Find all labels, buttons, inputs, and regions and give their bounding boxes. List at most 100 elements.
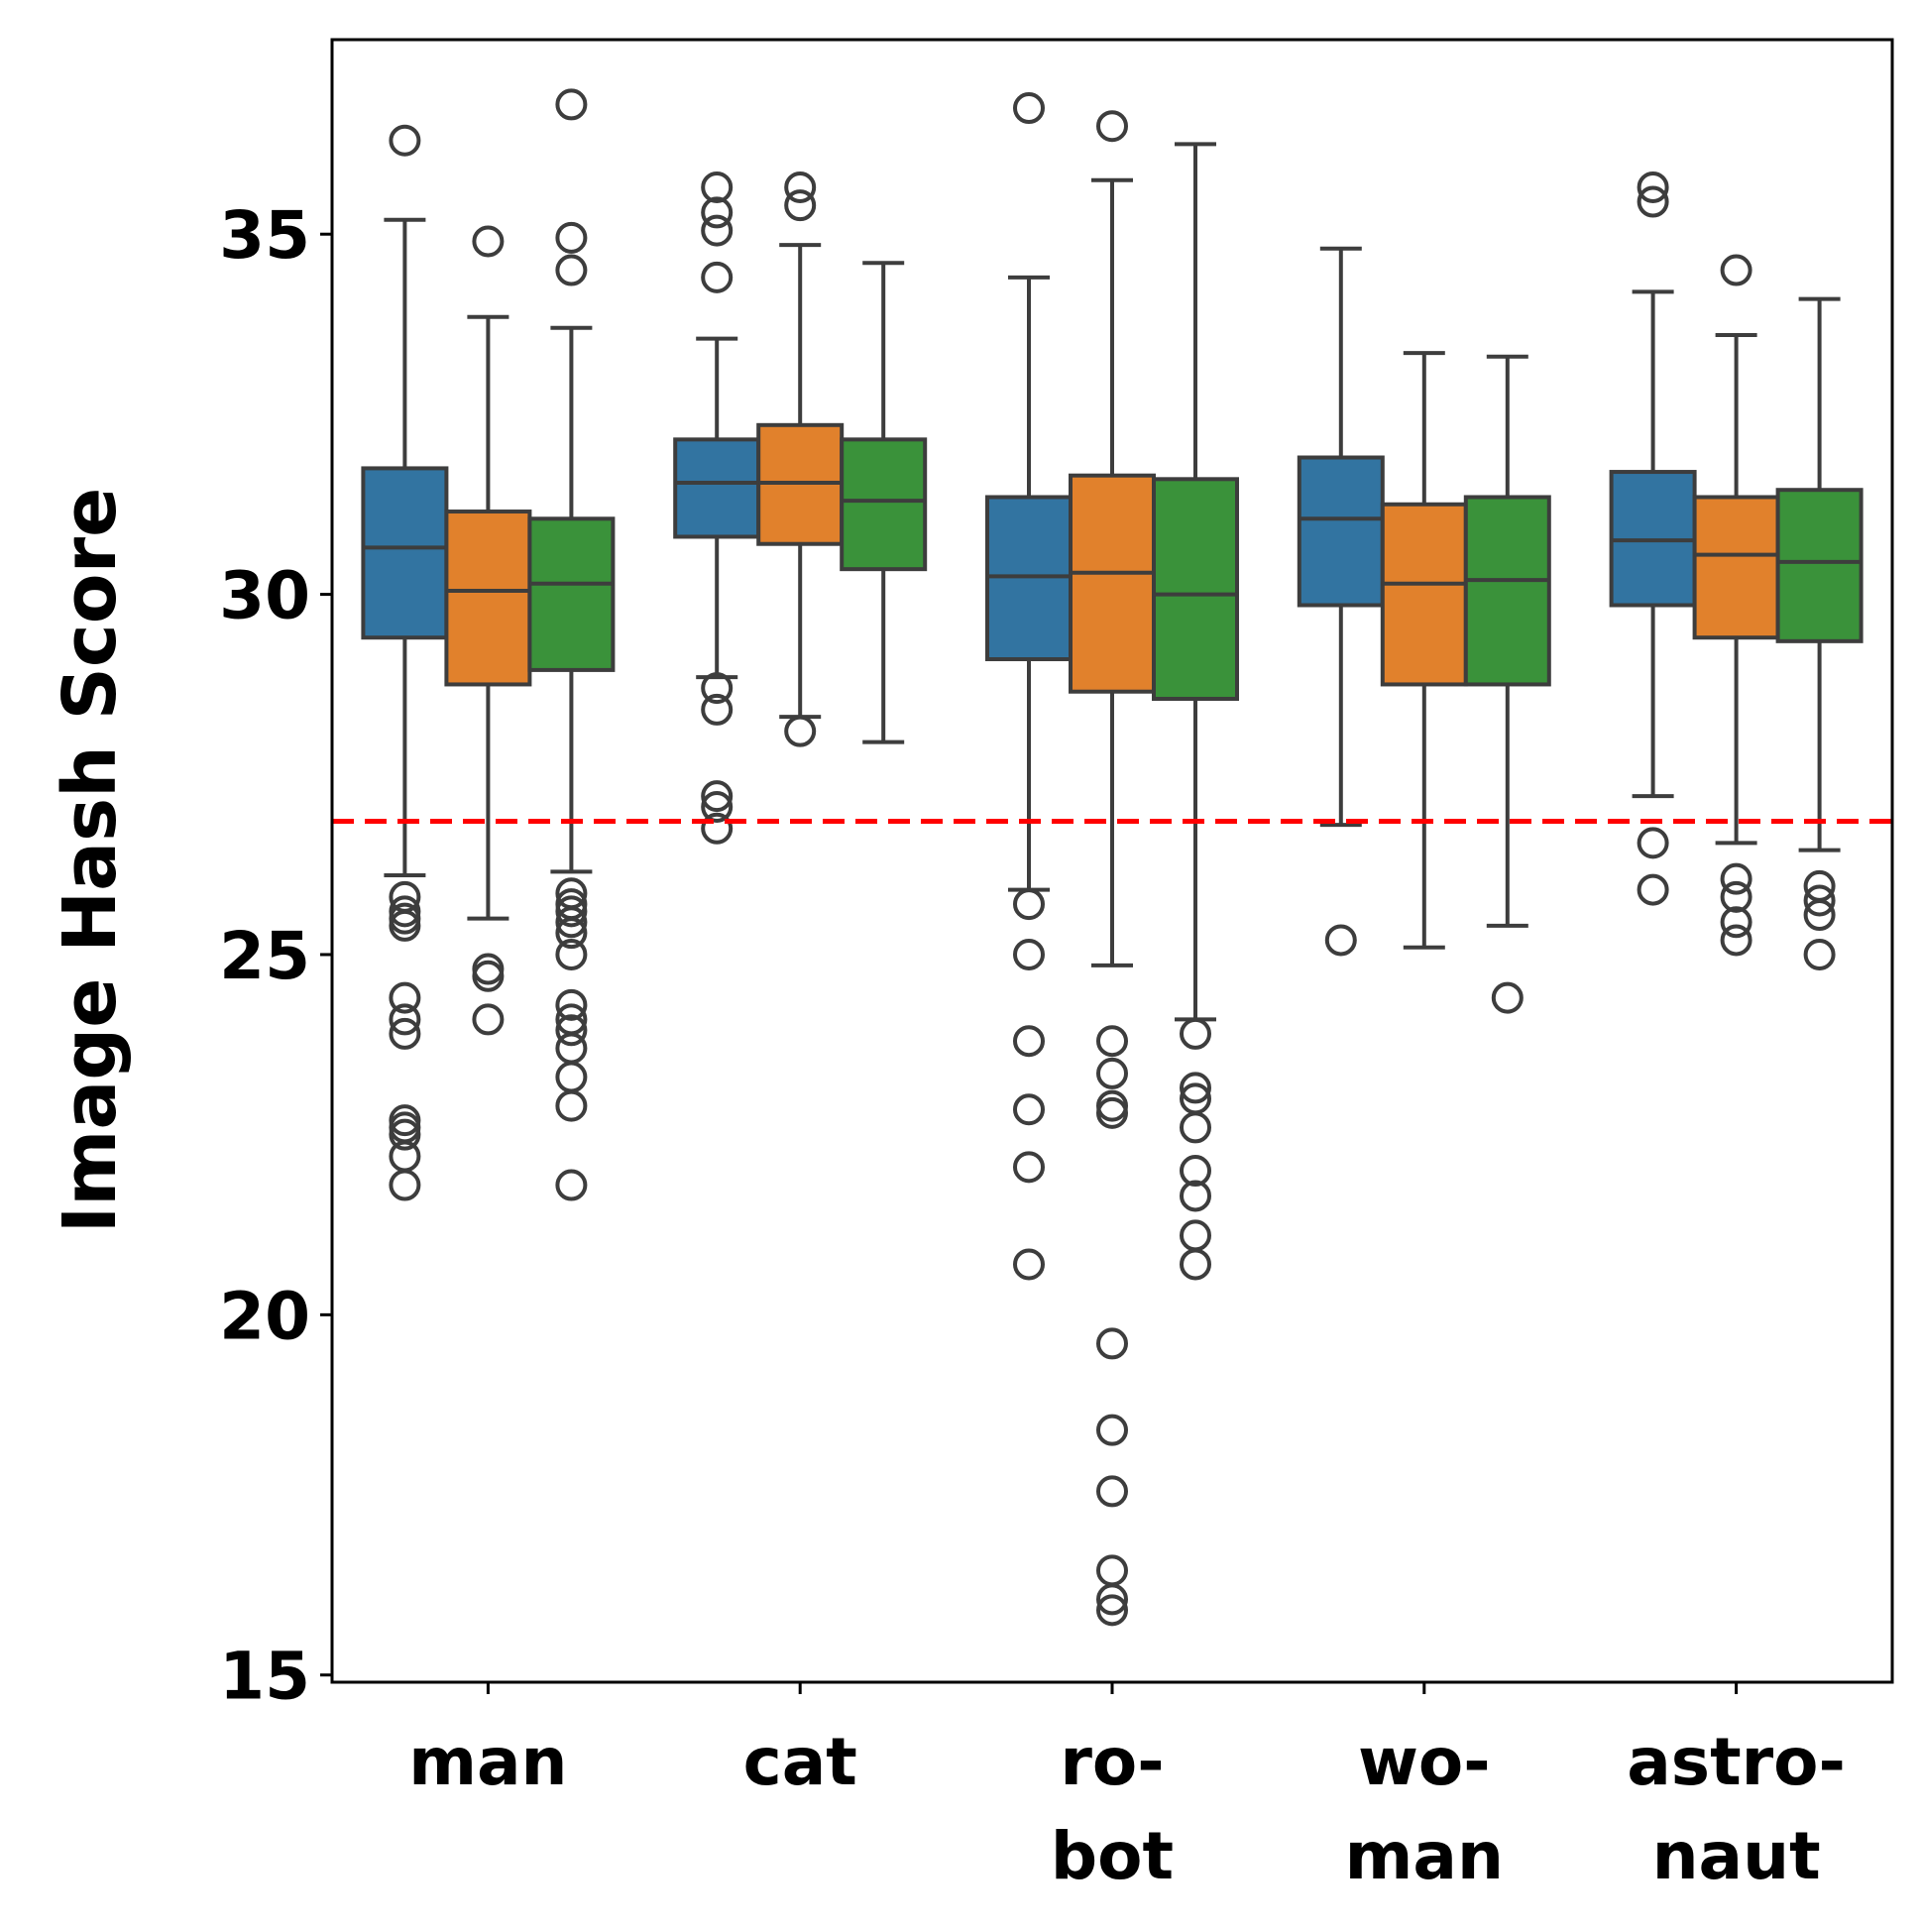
outlier-point [1180,1017,1211,1050]
outlier-point [555,917,588,950]
outlier-point [389,1118,421,1151]
x-tick-label-man: man [408,1724,567,1800]
outlier-point [1013,1248,1045,1281]
box-iqr [840,437,928,572]
x-tick-label-woman: wo-man [1345,1724,1504,1894]
outlier-point [1013,888,1045,921]
box-group-cat [673,170,928,845]
outlier-point [1096,110,1128,143]
box-man-series-2 [444,225,532,1036]
outlier-point [784,170,817,203]
outlier-point [701,790,734,823]
outlier-point [555,1014,588,1047]
y-axis: 15 20 25 30 35 [219,197,332,1715]
y-tick-label: 30 [219,558,310,634]
box-woman-series-3 [1463,354,1551,1014]
outlier-point [1491,981,1524,1014]
box-astronaut-series-3 [1775,296,1864,970]
outlier-point [701,672,734,705]
outlier-point [1803,899,1836,932]
outlier-point [472,960,505,992]
outlier-point [555,938,588,970]
outlier-point [1013,1093,1045,1126]
box-astronaut-series-1 [1609,170,1697,906]
outlier-point [1096,1096,1128,1129]
outlier-point [555,1169,588,1201]
outlier-point [1720,254,1752,286]
box-cat-series-3 [840,261,928,744]
outlier-point [1180,1111,1211,1144]
x-tick-label-robot: ro-bot [1051,1724,1174,1894]
box-iqr [1297,455,1385,608]
box-iqr [1152,477,1239,701]
x-tick-label-astronaut: astro-naut [1627,1724,1846,1894]
outlier-point [701,214,734,247]
box-iqr [527,516,616,672]
outlier-point [389,124,421,157]
outlier-point [389,1169,421,1201]
y-tick-label: 20 [219,1278,310,1354]
outlier-point [555,88,588,121]
box-iqr [1069,473,1156,694]
outlier-point [1096,1057,1128,1089]
y-tick-label: 35 [219,197,310,274]
box-man-series-1 [361,124,449,1201]
outlier-point [701,780,734,813]
outlier-point [1720,880,1752,913]
outlier-point [1720,906,1752,939]
outlier-point [1096,1025,1128,1058]
outlier-point [1096,1475,1128,1508]
box-iqr [1380,502,1468,687]
y-axis-label: Image Hash Score [48,488,133,1234]
box-iqr [1775,488,1864,643]
outlier-point [701,170,734,203]
outlier-point [472,1003,505,1036]
outlier-point [1180,1155,1211,1188]
plot-area [332,88,1892,1627]
box-robot-series-1 [985,92,1073,1281]
outlier-point [389,1017,421,1050]
box-iqr [1692,495,1780,640]
outlier-point [1180,1248,1211,1281]
box-group-woman [1297,246,1551,1014]
outlier-point [1096,1414,1128,1446]
outlier-point [555,1089,588,1122]
outlier-point [1096,1327,1128,1360]
x-axis: man cat ro-bot wo-man astro-naut [408,1682,1846,1894]
outlier-point [555,221,588,254]
outlier-point [555,254,588,286]
outlier-point [555,906,588,939]
outlier-point [1637,185,1669,218]
outlier-point [701,812,734,845]
outlier-point [701,261,734,293]
outlier-point [1637,827,1669,859]
box-iqr [1463,495,1551,687]
outlier-point [1013,1151,1045,1184]
outlier-point [472,225,505,258]
outlier-point [389,981,421,1014]
box-cat-series-1 [673,170,761,845]
outlier-point [1803,938,1836,970]
y-tick-label: 25 [219,918,310,994]
outlier-point [1013,938,1045,970]
outlier-point [784,189,817,222]
box-group-man [361,88,616,1201]
outlier-point [701,196,734,229]
y-tick-label: 15 [219,1639,310,1715]
box-robot-series-2 [1069,110,1156,1627]
outlier-point [1720,924,1752,957]
outlier-point [1013,92,1045,125]
x-tick-label-cat: cat [743,1724,857,1800]
box-woman-series-2 [1380,351,1468,950]
outlier-point [1803,884,1836,917]
outlier-point [1720,862,1752,895]
box-astronaut-series-2 [1692,254,1780,957]
outlier-point [701,693,734,726]
outlier-point [389,1003,421,1036]
box-robot-series-3 [1152,142,1239,1281]
outlier-point [1637,170,1669,203]
outlier-point [784,715,817,747]
outlier-point [1096,1583,1128,1616]
outlier-point [555,988,588,1021]
